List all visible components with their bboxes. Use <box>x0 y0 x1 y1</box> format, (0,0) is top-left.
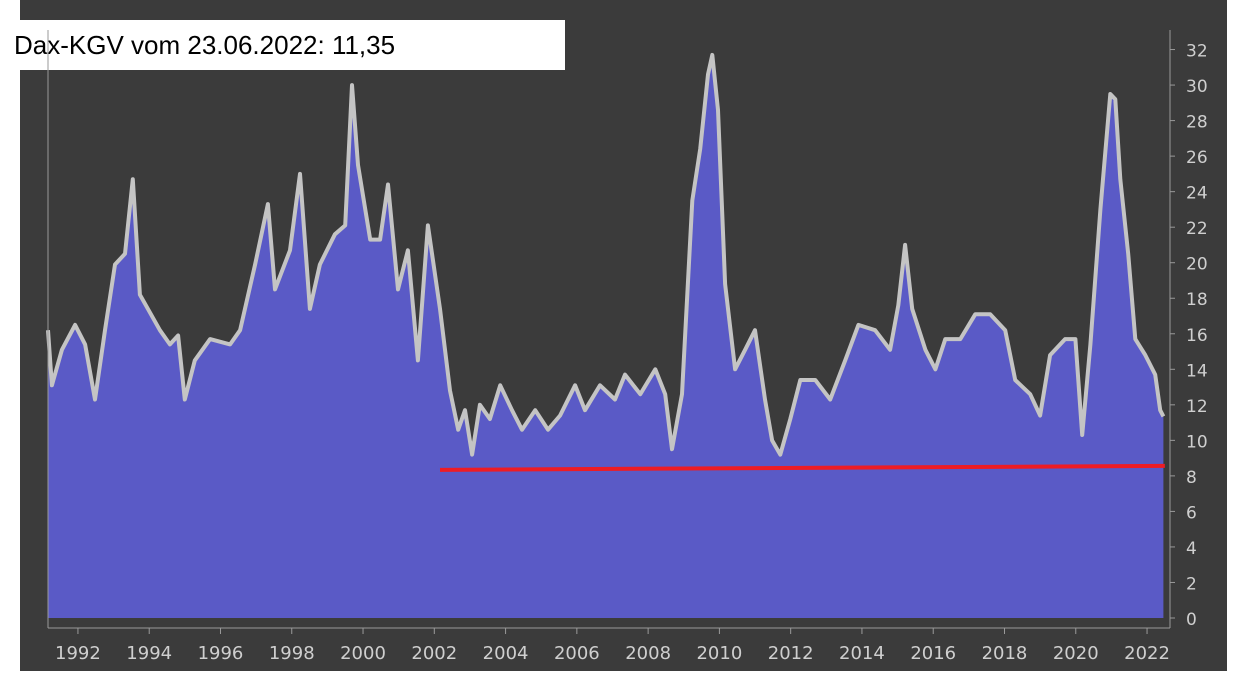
x-tick-label: 2000 <box>340 643 386 664</box>
x-tick-label: 1992 <box>55 643 101 664</box>
x-tick-label: 1998 <box>269 643 315 664</box>
x-tick-label: 2016 <box>910 643 956 664</box>
x-tick-label: 2008 <box>625 643 671 664</box>
title-box <box>8 20 565 70</box>
y-tick-label: 18 <box>1186 290 1208 310</box>
x-tick-label: 1994 <box>126 643 172 664</box>
y-tick-label: 26 <box>1186 148 1208 168</box>
x-tick-label: 2020 <box>1053 643 1099 664</box>
y-tick-label: 28 <box>1186 113 1208 133</box>
x-tick-label: 2002 <box>411 643 457 664</box>
reference-line <box>439 463 1165 472</box>
y-tick-label: 0 <box>1186 610 1197 630</box>
y-tick-label: 30 <box>1186 77 1208 97</box>
y-tick-label: 8 <box>1186 468 1197 488</box>
x-tick-label: 2010 <box>696 643 742 664</box>
x-tick-label: 2022 <box>1124 643 1170 664</box>
y-tick-label: 12 <box>1186 397 1208 417</box>
x-tick-label: 1996 <box>198 643 244 664</box>
x-tick-label: 2012 <box>768 643 814 664</box>
y-tick-label: 14 <box>1186 361 1208 381</box>
x-tick-label: 2014 <box>839 643 885 664</box>
y-tick-label: 24 <box>1186 184 1208 204</box>
x-tick-label: 2004 <box>483 643 529 664</box>
chart-title: Dax-KGV vom 23.06.2022: 11,35 <box>14 30 395 60</box>
y-tick-label: 22 <box>1186 219 1208 239</box>
y-tick-label: 4 <box>1186 539 1197 559</box>
y-tick-label: 16 <box>1186 326 1208 346</box>
y-tick-label: 2 <box>1186 574 1197 594</box>
x-tick-label: 2006 <box>554 643 600 664</box>
y-tick-label: 32 <box>1186 42 1208 62</box>
area-fill <box>48 54 1164 618</box>
y-tick-label: 20 <box>1186 255 1208 275</box>
area-line <box>46 52 1166 457</box>
x-tick-label: 2018 <box>982 643 1028 664</box>
y-tick-label: 6 <box>1186 503 1197 523</box>
y-tick-label: 10 <box>1186 432 1208 452</box>
